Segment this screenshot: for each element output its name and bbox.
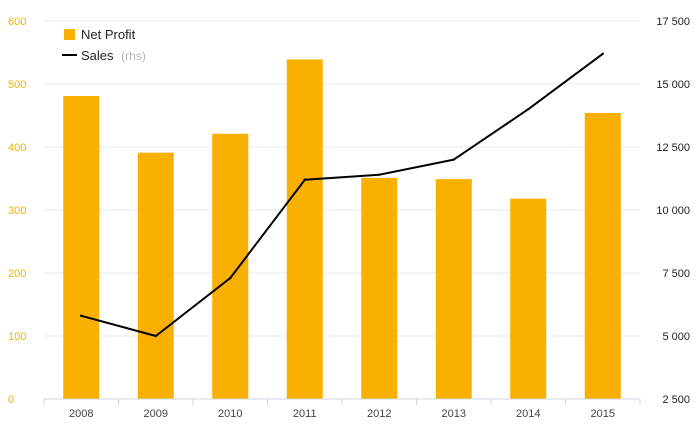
y-left-tick-label: 0 <box>8 394 14 406</box>
x-tick-label: 2013 <box>442 408 466 420</box>
bar-net-profit <box>435 179 472 399</box>
legend-label-sales: Sales (rhs) <box>81 48 146 63</box>
sales-line <box>81 52 604 337</box>
sales-point <box>527 108 530 111</box>
y-right-tick-label: 15 000 <box>656 79 690 91</box>
legend: Net Profit Sales (rhs) <box>62 27 146 63</box>
sales-point <box>378 173 381 176</box>
sales-line-series <box>80 52 604 338</box>
x-tick-label: 2015 <box>591 408 615 420</box>
bar-net-profit <box>63 95 100 399</box>
y-right-tick-label: 2 500 <box>662 394 690 406</box>
bar-net-profit <box>584 112 621 399</box>
bar-net-profit <box>286 59 323 400</box>
legend-swatch-net-profit <box>64 29 75 40</box>
y-left-tick-label: 200 <box>8 268 26 280</box>
y-axis-right: 2 500 5 000 7 500 10 000 12 500 15 000 17 500 <box>656 16 690 406</box>
y-axis-left: 0 100 200 300 400 500 600 <box>8 16 26 406</box>
sales-point <box>154 334 157 338</box>
bar-net-profit <box>510 198 547 399</box>
x-tick-label: 2012 <box>367 408 391 420</box>
net-profit-bars <box>63 59 621 400</box>
x-axis: 2008 2009 2010 2011 2012 2013 2014 2015 <box>43 398 641 420</box>
bar-net-profit <box>361 177 398 399</box>
legend-label-sales-name: Sales <box>81 48 114 63</box>
sales-point <box>452 158 455 161</box>
sales-point <box>303 178 306 181</box>
sales-point <box>601 52 604 55</box>
x-tick-label: 2008 <box>69 408 93 420</box>
y-right-tick-label: 7 500 <box>662 268 690 280</box>
y-right-tick-label: 17 500 <box>656 16 690 28</box>
y-left-tick-label: 100 <box>8 331 26 343</box>
y-right-tick-label: 12 500 <box>656 142 690 154</box>
legend-label-sales-note: (rhs) <box>121 49 146 63</box>
x-tick-label: 2010 <box>218 408 242 420</box>
y-left-tick-label: 500 <box>8 79 26 91</box>
bar-net-profit <box>137 152 174 399</box>
y-left-tick-label: 600 <box>8 16 26 28</box>
sales-point <box>80 314 83 318</box>
y-left-tick-label: 300 <box>8 205 26 217</box>
x-tick-label: 2014 <box>516 408 540 420</box>
y-right-tick-label: 5 000 <box>662 331 690 343</box>
legend-label-net-profit: Net Profit <box>81 27 136 42</box>
y-right-tick-label: 10 000 <box>656 205 690 217</box>
x-tick-label: 2011 <box>293 408 317 420</box>
y-left-tick-label: 400 <box>8 142 26 154</box>
x-tick-label: 2009 <box>144 408 168 420</box>
sales-point <box>229 276 232 280</box>
bar-net-profit <box>212 133 249 399</box>
gridlines <box>44 20 640 337</box>
